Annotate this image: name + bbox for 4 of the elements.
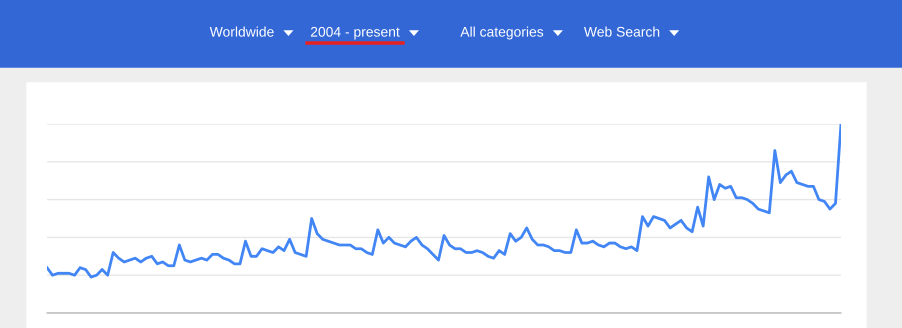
text: 2004 - present bbox=[310, 26, 400, 40]
text: All categories bbox=[460, 26, 544, 40]
text: Worldwide bbox=[210, 26, 274, 37]
text: Web Search bbox=[584, 26, 660, 37]
